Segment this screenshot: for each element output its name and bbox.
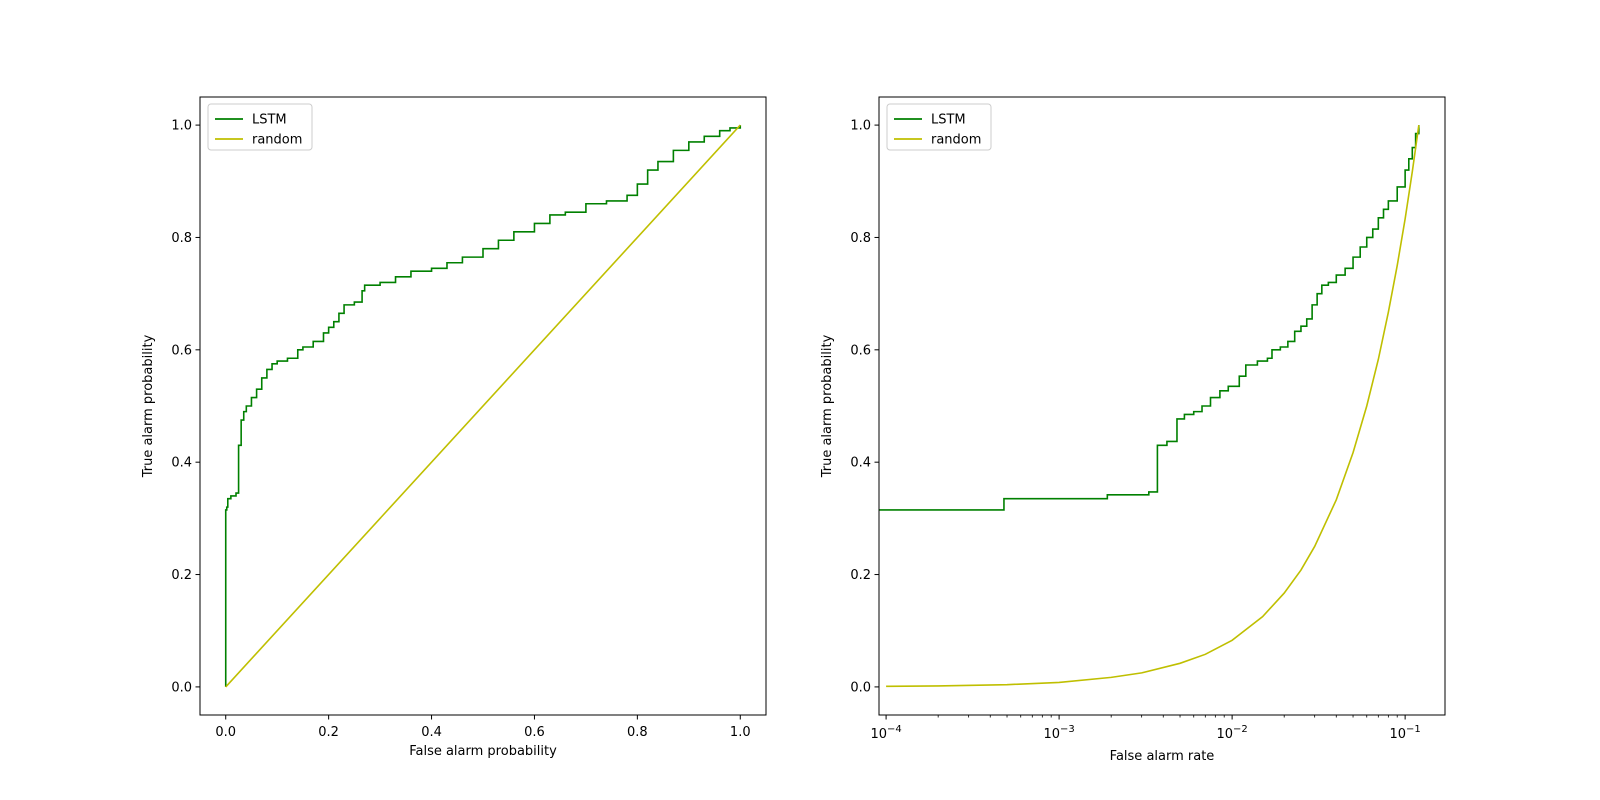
x-tick-label: 0.4 xyxy=(421,725,442,740)
legend-label-random: random xyxy=(931,133,981,148)
x-tick-label: 0.8 xyxy=(627,725,648,740)
y-tick-label: 0.0 xyxy=(171,680,192,695)
y-axis-label: True alarm probability xyxy=(820,334,835,478)
y-tick-label: 0.6 xyxy=(850,343,871,358)
right-log-roc-plot: 10−4 10−3 10−2 10−1 0.0 0.2 0.4 0.6 0.8 1.0 False … xyxy=(820,97,1445,764)
x-tick-label: 0.0 xyxy=(215,725,236,740)
y-tick-label: 1.0 xyxy=(171,119,192,134)
y-tick-label: 1.0 xyxy=(850,119,871,134)
legend: LSTM random xyxy=(887,104,991,150)
y-tick-label: 0.0 xyxy=(850,680,871,695)
y-tick-label: 0.2 xyxy=(850,568,871,583)
y-tick-label: 0.2 xyxy=(171,568,192,583)
left-roc-plot: 0.0 0.2 0.4 0.6 0.8 1.0 0.0 0.2 0.4 0.6 0.8 1.0 Fals… xyxy=(141,97,766,759)
series-group xyxy=(226,125,741,687)
x-axis-label: False alarm probability xyxy=(409,744,557,759)
series-line-random xyxy=(226,125,741,687)
series-line-lstm xyxy=(879,125,1419,510)
x-tick-label: 0.6 xyxy=(524,725,545,740)
y-tick-label: 0.8 xyxy=(850,231,871,246)
series-line-random xyxy=(886,125,1419,686)
x-tick-label: 10−2 xyxy=(1216,724,1247,742)
x-tick-label: 10−4 xyxy=(870,724,901,742)
legend-label-random: random xyxy=(252,133,302,148)
x-tick-label: 10−1 xyxy=(1389,724,1420,742)
series-group xyxy=(879,125,1419,686)
y-tick-label: 0.6 xyxy=(171,343,192,358)
y-tick-label: 0.4 xyxy=(171,456,192,471)
x-tick-label: 0.2 xyxy=(318,725,339,740)
y-tick-label: 0.4 xyxy=(850,456,871,471)
x-tick-label: 1.0 xyxy=(730,725,751,740)
axes-frame xyxy=(879,97,1445,715)
y-axis-label: True alarm probability xyxy=(141,334,156,478)
x-axis-label: False alarm rate xyxy=(1110,749,1215,764)
y-tick-label: 0.8 xyxy=(171,231,192,246)
legend-label-lstm: LSTM xyxy=(931,113,966,128)
x-tick-label: 10−3 xyxy=(1043,724,1074,742)
legend-label-lstm: LSTM xyxy=(252,113,287,128)
figure: 0.0 0.2 0.4 0.6 0.8 1.0 0.0 0.2 0.4 0.6 0.8 1.0 Fals… xyxy=(0,0,1600,800)
legend: LSTM random xyxy=(208,104,312,150)
